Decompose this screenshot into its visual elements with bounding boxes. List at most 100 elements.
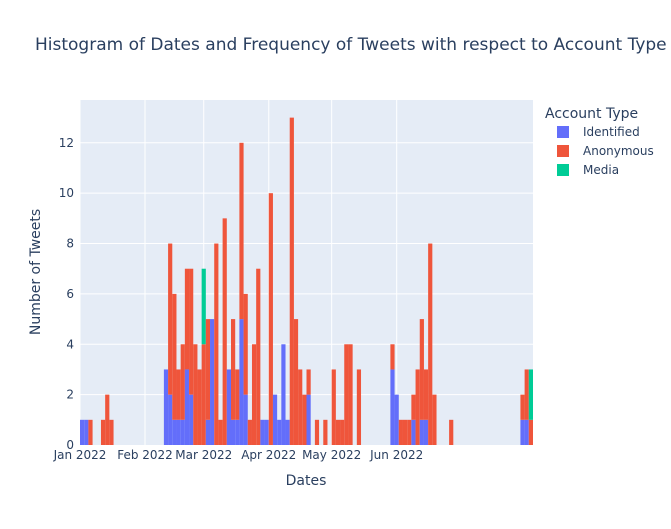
bar-anonymous (356, 369, 362, 445)
bar-identified (419, 419, 424, 445)
y-axis-ticks: 0 2 4 6 8 10 12 (59, 136, 74, 452)
bar-anonymous (231, 319, 236, 420)
x-axis-ticks: Jan 2022 Feb 2022 Mar 2022 Apr 2022 May 2022… (53, 448, 424, 462)
bar-identified (84, 419, 89, 445)
y-tick-label: 8 (66, 237, 74, 251)
bar-identified (239, 319, 244, 445)
bar-anonymous (423, 369, 429, 420)
y-axis-label: Number of Tweets (28, 209, 44, 335)
bar-identified (285, 419, 290, 445)
legend-swatch (557, 126, 569, 138)
x-tick-label: Apr 2022 (241, 448, 296, 462)
bar-anonymous (180, 344, 185, 420)
bar-identified (390, 369, 395, 445)
x-tick-label: May 2022 (302, 448, 361, 462)
bar-anonymous (100, 419, 106, 445)
y-tick-label: 2 (66, 388, 74, 402)
bar-anonymous (449, 419, 454, 445)
bar-identified (180, 419, 185, 445)
bar-anonymous (340, 419, 345, 445)
y-tick-label: 10 (59, 186, 74, 200)
bar-anonymous (402, 419, 408, 445)
bar-anonymous (176, 369, 181, 420)
bar-anonymous (390, 344, 395, 370)
chart-title: Histogram of Dates and Frequency of Twee… (35, 35, 667, 55)
bar-identified (394, 394, 399, 445)
bar-anonymous (407, 419, 412, 445)
bar-anonymous (268, 193, 273, 445)
bar-media (201, 268, 206, 345)
bar-anonymous (189, 268, 194, 395)
x-tick-label: Jan 2022 (53, 448, 107, 462)
bar-anonymous (88, 419, 93, 445)
bar-identified (260, 419, 265, 445)
bar-identified (80, 419, 85, 445)
x-tick-label: Mar 2022 (175, 448, 232, 462)
y-tick-label: 6 (66, 287, 74, 301)
bar-identified (243, 394, 248, 445)
bar-anonymous (398, 419, 403, 445)
bar-identified (235, 419, 240, 445)
legend-item-label: Identified (583, 125, 640, 139)
bar-anonymous (222, 218, 227, 445)
bar-anonymous (235, 369, 240, 420)
bar-anonymous (428, 243, 433, 445)
bar-anonymous (335, 419, 341, 445)
bar-anonymous (214, 243, 219, 445)
bar-identified (306, 394, 311, 445)
bar-anonymous (323, 419, 328, 445)
bar-identified (411, 419, 416, 445)
legend-swatch (557, 164, 569, 176)
bar-identified (168, 394, 173, 445)
bar-anonymous (193, 344, 198, 445)
bar-anonymous (289, 117, 294, 445)
bar-anonymous (411, 394, 416, 420)
bar-anonymous (205, 319, 211, 420)
bar-anonymous (528, 419, 533, 445)
bar-identified (189, 394, 194, 445)
bar-identified (226, 369, 231, 445)
bar-anonymous (239, 142, 244, 320)
legend-item-label: Media (583, 163, 619, 177)
y-tick-label: 12 (59, 136, 74, 150)
bar-anonymous (344, 344, 349, 445)
y-tick-label: 0 (66, 438, 74, 452)
bar-anonymous (105, 394, 110, 445)
bar-identified (231, 419, 236, 445)
bar-anonymous (314, 419, 320, 445)
bar-identified (524, 419, 529, 445)
bar-anonymous (302, 394, 307, 445)
bar-anonymous (432, 394, 437, 445)
bar-anonymous (184, 268, 190, 370)
bar-identified (184, 369, 190, 445)
bar-identified (281, 344, 286, 445)
bar-anonymous (256, 268, 261, 445)
x-tick-label: Jun 2022 (369, 448, 423, 462)
bar-anonymous (520, 394, 525, 420)
bar-identified (423, 419, 429, 445)
bar-anonymous (247, 419, 252, 445)
bar-anonymous (306, 369, 311, 395)
legend-item-label: Anonymous (583, 144, 654, 158)
bar-anonymous (293, 319, 299, 445)
bar-identified (277, 419, 282, 445)
bar-media (528, 369, 533, 420)
legend[interactable]: Identified Anonymous Media (557, 125, 654, 177)
bar-anonymous (419, 319, 424, 420)
bar-identified (205, 419, 211, 445)
bar-anonymous (197, 369, 202, 445)
bar-anonymous (298, 369, 303, 445)
bars (80, 117, 533, 445)
bar-anonymous (168, 243, 173, 395)
bar-anonymous (524, 369, 529, 420)
bar-anonymous (201, 344, 206, 445)
legend-swatch (557, 145, 569, 157)
bar-identified (172, 419, 177, 445)
bar-anonymous (172, 293, 177, 420)
legend-title: Account Type (545, 106, 638, 122)
bar-anonymous (251, 344, 257, 445)
bar-anonymous (331, 369, 336, 445)
bar-anonymous (243, 293, 248, 395)
